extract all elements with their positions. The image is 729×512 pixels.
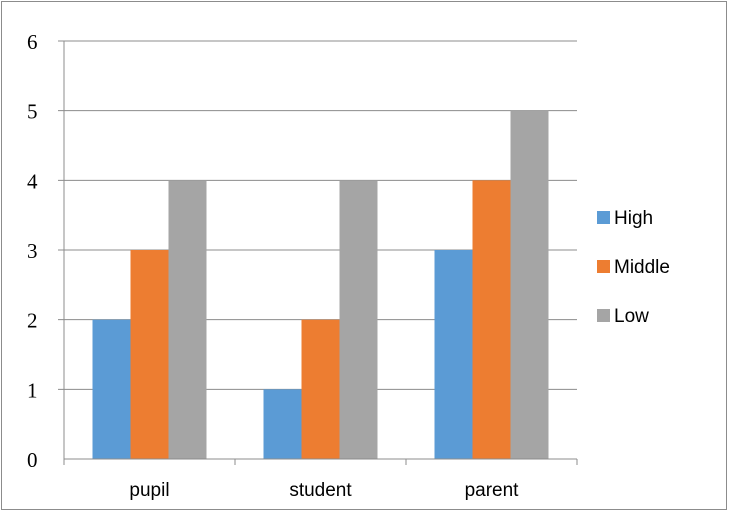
axes	[63, 41, 578, 465]
legend: High Middle Low	[597, 208, 670, 327]
y-tick-label: 6	[27, 30, 38, 54]
bar-low-pupil	[168, 180, 207, 460]
y-tick-labels: 0 1 2 3 4 5 6	[27, 30, 38, 472]
y-tick-label: 2	[27, 309, 38, 333]
legend-label-middle: Middle	[614, 257, 670, 278]
y-tick-label: 1	[27, 378, 38, 402]
x-tick-labels: pupil student parent	[129, 480, 519, 501]
legend-label-high: High	[614, 208, 653, 229]
x-tick-label: parent	[465, 480, 520, 501]
y-tick-label: 3	[27, 239, 38, 263]
legend-swatch-low	[597, 309, 610, 322]
legend-swatch-high	[597, 211, 610, 224]
bar-middle-student	[301, 319, 340, 459]
y-tick-label: 0	[27, 448, 38, 472]
bar-high-pupil	[92, 319, 131, 459]
bar-low-parent	[510, 110, 549, 460]
x-tick-label: student	[289, 480, 352, 501]
bar-high-parent	[434, 250, 473, 459]
x-tick-label: pupil	[129, 480, 169, 501]
bar-middle-pupil	[130, 250, 169, 459]
y-tick-label: 5	[27, 100, 38, 124]
legend-swatch-middle	[597, 260, 610, 273]
legend-label-low: Low	[614, 306, 649, 327]
bar-middle-parent	[472, 180, 511, 460]
bars	[92, 110, 549, 460]
bar-high-student	[263, 389, 302, 459]
y-tick-label: 4	[27, 169, 38, 193]
bar-low-student	[339, 180, 378, 460]
